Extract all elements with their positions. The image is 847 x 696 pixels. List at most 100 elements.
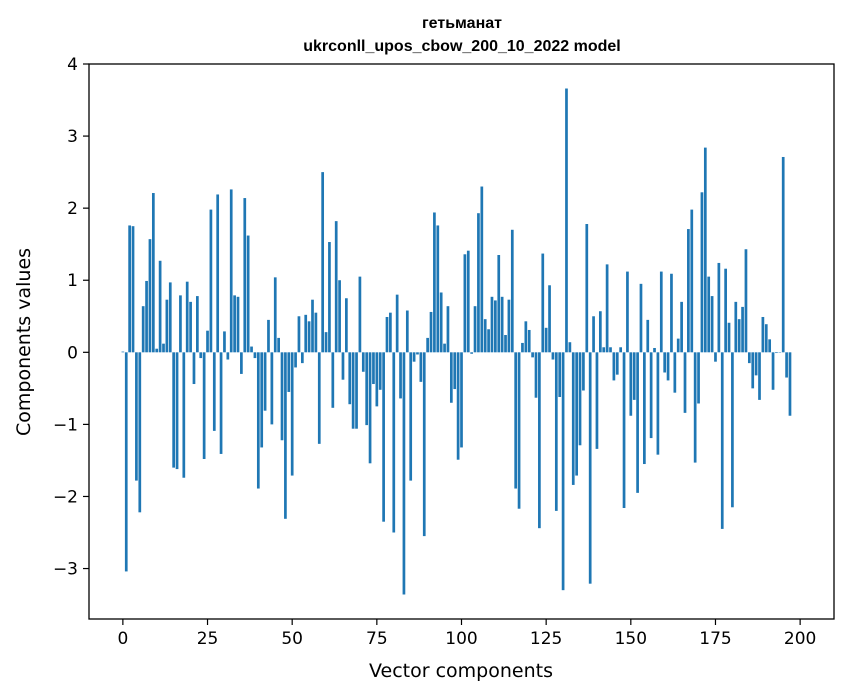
bar bbox=[422, 352, 426, 537]
bar bbox=[267, 319, 270, 353]
bar bbox=[527, 329, 531, 353]
bars-group bbox=[121, 88, 792, 595]
bar bbox=[375, 352, 379, 407]
bar bbox=[700, 192, 704, 353]
bar bbox=[250, 346, 253, 353]
bar bbox=[741, 306, 744, 353]
bar bbox=[192, 352, 196, 385]
chart-title: гетьманат bbox=[422, 15, 502, 32]
bar bbox=[443, 343, 446, 353]
bar bbox=[731, 352, 734, 508]
bar bbox=[307, 321, 311, 353]
bar bbox=[656, 352, 660, 455]
bar bbox=[710, 296, 714, 353]
bar bbox=[145, 280, 148, 353]
bar bbox=[321, 172, 325, 353]
bar bbox=[524, 321, 528, 353]
bar bbox=[521, 342, 524, 353]
bar bbox=[497, 255, 501, 353]
bar bbox=[565, 88, 568, 353]
bar bbox=[490, 296, 494, 353]
bar bbox=[534, 352, 538, 398]
bar bbox=[121, 351, 125, 353]
bar bbox=[598, 311, 602, 353]
bar bbox=[260, 352, 264, 448]
x-tick-label: 150 bbox=[615, 629, 647, 649]
bar bbox=[585, 224, 589, 353]
bar bbox=[324, 332, 328, 353]
bar bbox=[483, 319, 487, 353]
bar bbox=[673, 352, 677, 393]
y-tick-label: 3 bbox=[67, 127, 78, 147]
bar bbox=[690, 209, 694, 353]
bar bbox=[341, 352, 345, 380]
bar bbox=[240, 352, 243, 374]
bar bbox=[544, 327, 548, 353]
bar bbox=[196, 296, 199, 353]
bar bbox=[568, 342, 572, 353]
bar bbox=[602, 347, 606, 353]
bar bbox=[348, 352, 352, 405]
bar bbox=[280, 352, 284, 441]
bar bbox=[300, 352, 304, 364]
x-tick-label: 25 bbox=[197, 629, 219, 649]
bar bbox=[368, 352, 372, 464]
bar bbox=[429, 311, 433, 353]
bar bbox=[653, 347, 656, 353]
bar bbox=[578, 352, 582, 446]
bar bbox=[632, 352, 636, 400]
bar bbox=[199, 352, 203, 359]
bar bbox=[185, 281, 189, 353]
bar bbox=[582, 352, 585, 391]
bar bbox=[727, 322, 731, 353]
bar bbox=[643, 352, 646, 465]
x-tick-label: 50 bbox=[281, 629, 303, 649]
bar bbox=[402, 352, 406, 595]
y-tick-label: −2 bbox=[53, 487, 78, 507]
bar bbox=[128, 225, 131, 353]
bar bbox=[612, 352, 616, 381]
bar bbox=[460, 352, 463, 448]
bar bbox=[697, 352, 700, 404]
bar bbox=[663, 352, 667, 373]
bar bbox=[155, 348, 159, 353]
bar bbox=[226, 352, 230, 360]
bar bbox=[558, 352, 562, 397]
bar bbox=[683, 352, 687, 413]
bar bbox=[676, 338, 680, 353]
bar bbox=[561, 352, 565, 591]
x-axis-label: Vector components bbox=[369, 660, 553, 682]
x-tick-label: 75 bbox=[366, 629, 388, 649]
bar bbox=[615, 352, 619, 375]
bar bbox=[168, 282, 172, 353]
bar bbox=[345, 298, 348, 353]
bar bbox=[290, 352, 294, 476]
bar bbox=[504, 335, 507, 353]
chart-subtitle: ukrconll_upos_cbow_200_10_2022 model bbox=[303, 38, 620, 55]
bar bbox=[649, 352, 653, 439]
x-tick-label: 200 bbox=[784, 629, 816, 649]
bar bbox=[351, 352, 355, 429]
bar bbox=[135, 352, 138, 481]
bar bbox=[378, 352, 382, 390]
bar bbox=[626, 271, 629, 353]
bar bbox=[517, 352, 521, 509]
bar bbox=[538, 352, 541, 529]
bar bbox=[514, 352, 518, 489]
bar bbox=[629, 352, 633, 416]
bar bbox=[372, 352, 375, 385]
bar bbox=[781, 156, 785, 353]
bar bbox=[609, 347, 612, 353]
bar bbox=[416, 352, 419, 355]
bar bbox=[365, 352, 369, 426]
bar bbox=[382, 352, 385, 522]
bar bbox=[764, 324, 768, 353]
bar bbox=[768, 339, 772, 353]
y-tick-label: −1 bbox=[53, 415, 78, 435]
bar bbox=[463, 254, 467, 353]
bar bbox=[466, 250, 470, 353]
bar bbox=[433, 212, 436, 353]
bar bbox=[270, 352, 274, 425]
bar bbox=[494, 300, 497, 353]
